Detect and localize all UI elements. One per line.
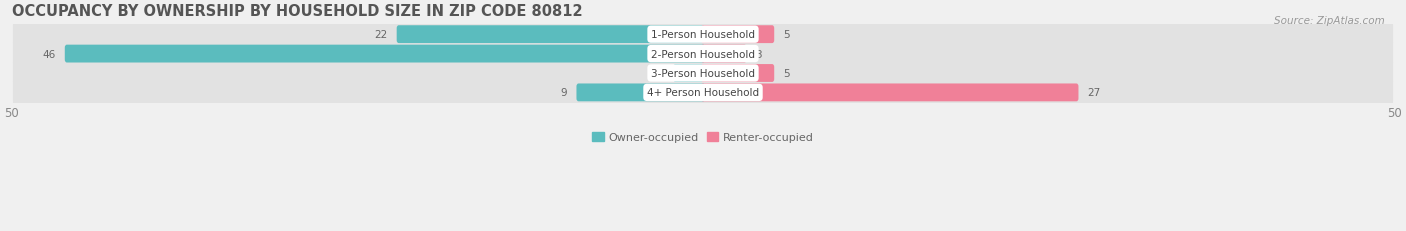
- FancyBboxPatch shape: [702, 46, 747, 63]
- Text: 2-Person Household: 2-Person Household: [651, 49, 755, 59]
- Text: 2: 2: [658, 69, 664, 79]
- Text: 27: 27: [1087, 88, 1101, 98]
- FancyBboxPatch shape: [576, 84, 704, 102]
- FancyBboxPatch shape: [13, 18, 1393, 52]
- Text: 9: 9: [561, 88, 568, 98]
- FancyBboxPatch shape: [396, 26, 704, 44]
- FancyBboxPatch shape: [702, 65, 775, 82]
- FancyBboxPatch shape: [702, 84, 1078, 102]
- Text: 46: 46: [42, 49, 56, 59]
- FancyBboxPatch shape: [65, 46, 704, 63]
- FancyBboxPatch shape: [13, 76, 1393, 110]
- Text: 4+ Person Household: 4+ Person Household: [647, 88, 759, 98]
- Text: 3-Person Household: 3-Person Household: [651, 69, 755, 79]
- FancyBboxPatch shape: [673, 65, 704, 82]
- FancyBboxPatch shape: [13, 37, 1393, 72]
- Legend: Owner-occupied, Renter-occupied: Owner-occupied, Renter-occupied: [588, 128, 818, 147]
- Text: OCCUPANCY BY OWNERSHIP BY HOUSEHOLD SIZE IN ZIP CODE 80812: OCCUPANCY BY OWNERSHIP BY HOUSEHOLD SIZE…: [11, 4, 582, 19]
- Text: 5: 5: [783, 69, 790, 79]
- Text: 5: 5: [783, 30, 790, 40]
- Text: 1-Person Household: 1-Person Household: [651, 30, 755, 40]
- FancyBboxPatch shape: [13, 56, 1393, 91]
- FancyBboxPatch shape: [702, 26, 775, 44]
- Text: 3: 3: [755, 49, 762, 59]
- Text: Source: ZipAtlas.com: Source: ZipAtlas.com: [1274, 16, 1385, 26]
- Text: 22: 22: [374, 30, 388, 40]
